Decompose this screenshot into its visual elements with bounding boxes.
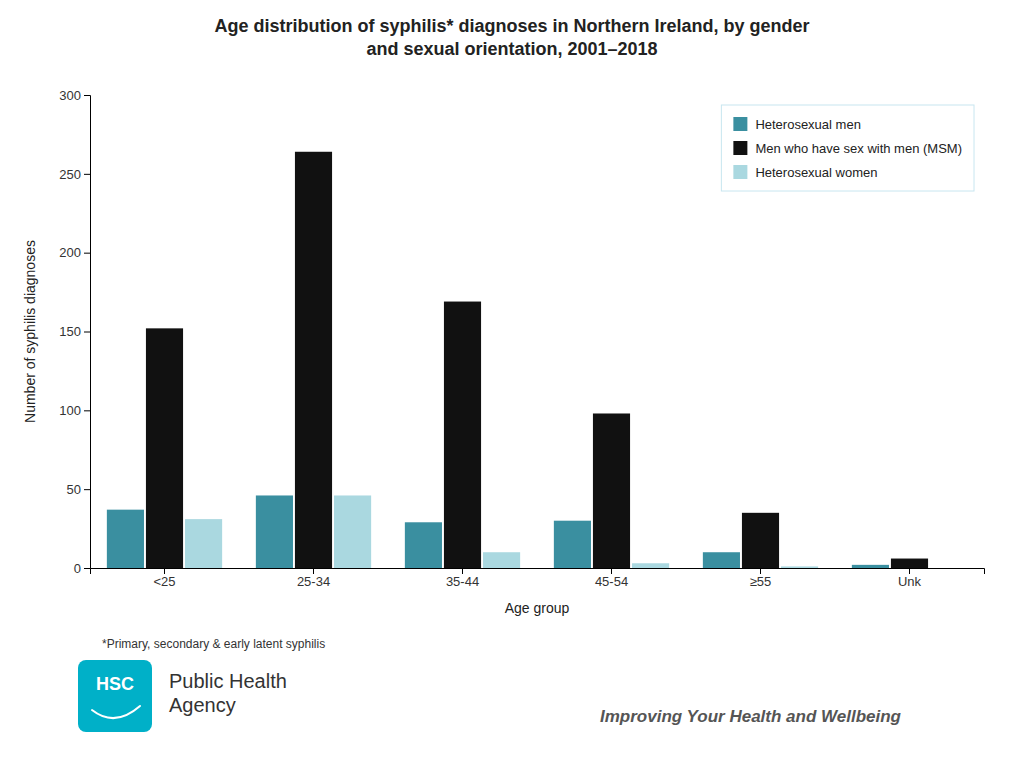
tick-mark (84, 95, 90, 96)
tick-label: 250 (59, 166, 81, 181)
bar (703, 552, 740, 568)
tick-mark (84, 253, 90, 254)
tick: 150 (59, 324, 90, 339)
bar (444, 302, 481, 568)
tick-label: 0 (74, 561, 81, 576)
legend-swatch (733, 165, 747, 179)
tick-label: 200 (59, 245, 81, 260)
tick: 250 (59, 166, 90, 181)
legend-swatch (733, 141, 747, 155)
tick-label: ≥55 (750, 574, 772, 589)
tick-label: 50 (67, 482, 81, 497)
legend-label: Heterosexual women (755, 165, 877, 180)
x-axis: <25 25-34 35-44 45-54 ≥55 Unk (91, 568, 985, 589)
bar (891, 559, 928, 568)
bar (632, 563, 669, 568)
tick-mark (84, 174, 90, 175)
logo-swirl (92, 706, 140, 718)
legend-label: Heterosexual men (755, 117, 861, 132)
series (107, 495, 889, 568)
tick-mark (760, 568, 761, 574)
tick: ≥55 (750, 568, 772, 589)
series (146, 152, 928, 568)
axis-line (84, 96, 91, 569)
tick: 0 (74, 561, 90, 576)
tick-mark (313, 568, 314, 574)
bar (334, 495, 371, 568)
series (185, 495, 818, 568)
footnote: *Primary, secondary & early latent syphi… (102, 637, 325, 651)
text-line: Public Health (169, 670, 287, 692)
logo-text: HSC (96, 674, 134, 694)
tick: 45-54 (595, 568, 628, 589)
tick-mark (164, 568, 165, 574)
tick-mark (909, 568, 910, 574)
agency-name: Public HealthAgency (169, 670, 287, 716)
legend: Heterosexual men Men who have sex with me… (721, 105, 974, 191)
plot: <25 25-34 35-44 45-54 ≥55 Unk 0 50 100 150 200 250 3… (22, 88, 985, 616)
tick: 50 (67, 482, 90, 497)
tick-label: Unk (898, 574, 922, 589)
tick-mark (611, 568, 612, 574)
tick-mark (84, 410, 90, 411)
bar (930, 568, 967, 569)
x-axis-title: Age group (505, 600, 570, 616)
legend-label: Men who have sex with men (MSM) (755, 141, 962, 156)
tick-label: 100 (59, 403, 81, 418)
tick-label: <25 (153, 574, 175, 589)
text-line: and sexual orientation, 2001–2018 (366, 39, 657, 59)
bars (107, 152, 928, 568)
background (0, 0, 1024, 768)
bar (256, 495, 293, 568)
tick-label: 300 (59, 88, 81, 103)
bar (295, 152, 332, 568)
tick: 200 (59, 245, 90, 260)
bar (852, 565, 889, 568)
y-axis-title: Number of syphilis diagnoses (22, 240, 38, 423)
legend-item: Men who have sex with men (MSM) (733, 141, 962, 156)
bar (107, 510, 144, 568)
bar (742, 513, 779, 568)
tick-label: 25-34 (297, 574, 330, 589)
logo: HSC (78, 660, 152, 732)
tick: 300 (59, 88, 90, 103)
bar (405, 522, 442, 568)
bar (185, 519, 222, 568)
y-axis: 0 50 100 150 200 250 300 (59, 88, 90, 576)
tick-label: 45-54 (595, 574, 628, 589)
bar (781, 566, 818, 568)
tick: 35-44 (446, 568, 479, 589)
tagline: Improving Your Health and Wellbeing (600, 707, 902, 726)
text-line: Agency (169, 694, 236, 716)
tick-mark (84, 568, 90, 569)
bar (483, 552, 520, 568)
tick-label: 35-44 (446, 574, 479, 589)
axis-line (91, 569, 985, 575)
bar (593, 413, 630, 568)
logo-box (78, 660, 152, 732)
tick: 25-34 (297, 568, 330, 589)
tick-mark (84, 332, 90, 333)
chart: Age distribution of syphilis* diagnoses … (0, 0, 1024, 768)
bar (554, 521, 591, 568)
tick: Unk (898, 568, 922, 589)
bar (146, 328, 183, 568)
tick-mark (84, 489, 90, 490)
tick: 100 (59, 403, 90, 418)
legend-item: Heterosexual women (733, 165, 877, 180)
legend-box (721, 105, 974, 191)
title: Age distribution of syphilis* diagnoses … (214, 16, 809, 59)
text-line: Age distribution of syphilis* diagnoses … (214, 16, 809, 36)
tick-label: 150 (59, 324, 81, 339)
legend-item: Heterosexual men (733, 117, 861, 132)
tick-mark (462, 568, 463, 574)
legend-swatch (733, 117, 747, 131)
tick: <25 (153, 568, 175, 589)
